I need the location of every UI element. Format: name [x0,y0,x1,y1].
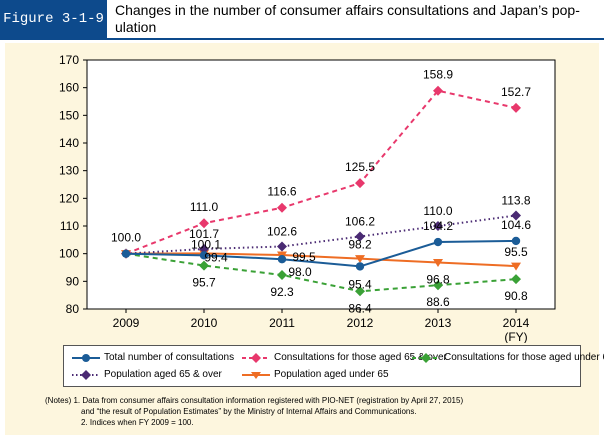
legend-label: Population aged under 65 [274,369,389,380]
x-tick-label: 2012 [347,316,374,330]
series-point [277,255,287,264]
data-label: 92.3 [270,285,294,299]
series-point [199,251,209,260]
note-line-1: (Notes) 1. Data from consumer affairs co… [45,396,464,405]
figure-title-line-1: Changes in the number of consumer affair… [115,2,580,18]
y-tick-label: 110 [60,219,79,233]
legend-marker-population-under-65 [242,372,270,379]
data-label: 158.9 [423,68,453,82]
data-label: 113.8 [501,193,530,207]
series-point [199,260,209,271]
series-point [355,178,365,189]
line-chart: 80 90 100 110 120 130 140 150 160 170 2009 2010 2011… [59,53,556,343]
y-tick-label: 170 [59,53,79,67]
figure-header: Figure 3-1-9 Changes in the number of co… [0,0,604,44]
header-rule [0,38,604,40]
x-tick-label: 2011 [269,316,295,330]
series-point [511,102,521,113]
figure-label: Figure 3-1-9 [0,0,107,38]
figure-title: Changes in the number of consumer affair… [115,2,595,36]
data-label: 106.2 [345,215,375,229]
y-tick-label: 80 [66,302,80,316]
series-point [511,262,521,271]
figure-title-line-2: ulation [115,19,157,35]
x-tick-label: 2014 [503,316,530,330]
legend-label: Total number of consultations [104,352,235,363]
legend-label: Population aged 65 & over [104,369,222,380]
data-label: 90.8 [504,289,528,303]
legend-marker-consultations-under-65 [412,353,440,363]
y-tick-label: 130 [59,164,79,178]
series-point [355,231,365,242]
chart-notes: (Notes) 1. Data from consumer affairs co… [45,395,595,428]
x-tick-label: 2010 [191,316,218,330]
series-point [277,241,287,252]
data-label: 111.0 [190,200,219,214]
data-label: 104.2 [423,219,453,233]
series-line-1 [125,89,517,255]
legend-label: Consultations for those aged under 65 [444,352,604,363]
data-label: 86.4 [348,301,372,315]
series-point [433,237,443,247]
data-label: 95.4 [348,277,372,291]
chart-data-labels: 100.0 99.4 98.0 95.4 104.2 104.6 111.0 116.6 125… [111,68,531,316]
data-label: 99.4 [204,250,228,264]
y-tick-label: 160 [59,81,79,95]
series-point [199,243,209,254]
data-label: 104.6 [501,218,531,232]
series-line-2 [125,252,517,293]
y-tick-label: 140 [59,136,79,150]
x-tick-label: 2013 [425,316,452,330]
data-label: 116.6 [267,185,296,199]
data-label: 88.6 [426,295,450,309]
series-point [511,274,521,285]
chart-axes: 80 90 100 110 120 130 140 150 160 170 2009 2010 2011… [59,53,556,343]
series-line-0 [125,239,517,268]
series-point [121,249,131,258]
data-label: 100.1 [191,237,221,251]
data-label: 98.0 [288,265,312,279]
legend-marker-population-65-over [72,370,100,380]
y-tick-label: 90 [66,274,80,288]
data-label: 125.5 [345,160,375,174]
legend-marker-total-consultations [72,354,100,362]
series-line-4 [125,252,517,268]
data-label: 102.6 [267,224,297,238]
data-label: 99.5 [292,250,316,264]
series-point [433,221,443,231]
x-tick-label: 2009 [113,316,140,330]
data-label: 100.0 [111,231,141,245]
data-label: 95.5 [504,245,528,259]
y-tick-label: 100 [59,247,79,261]
chart-legend: Total number of consultations Consultati… [63,345,604,387]
series-point [511,210,521,221]
series-point [355,286,365,297]
data-label: 101.7 [189,227,219,241]
note-line-3: 2. Indices when FY 2009 = 100. [81,418,194,427]
data-label: 96.8 [426,273,450,287]
y-tick-label: 150 [59,108,79,122]
y-tick-label: 120 [59,191,79,205]
chart-series [121,85,521,297]
series-point [277,269,287,280]
series-point [433,280,443,291]
x-axis-unit: (FY) [504,330,527,343]
legend-label: Consultations for those aged 65 & over [274,352,447,363]
series-point [355,255,365,264]
chart-panel: 80 90 100 110 120 130 140 150 160 170 2009 2010 2011… [5,43,604,435]
data-label: 95.7 [192,276,216,290]
series-point [199,218,209,229]
legend-marker-consultations-65-over [242,353,270,363]
series-point [277,202,287,213]
data-label: 152.7 [501,85,531,99]
data-label: 98.2 [348,238,372,252]
series-point [433,85,443,96]
plot-area [86,59,556,310]
series-point [355,262,365,271]
data-label: 110.0 [423,204,452,218]
series-point [433,259,443,268]
series-point [511,236,521,246]
note-line-2: and “the result of Population Estimates”… [81,407,417,416]
